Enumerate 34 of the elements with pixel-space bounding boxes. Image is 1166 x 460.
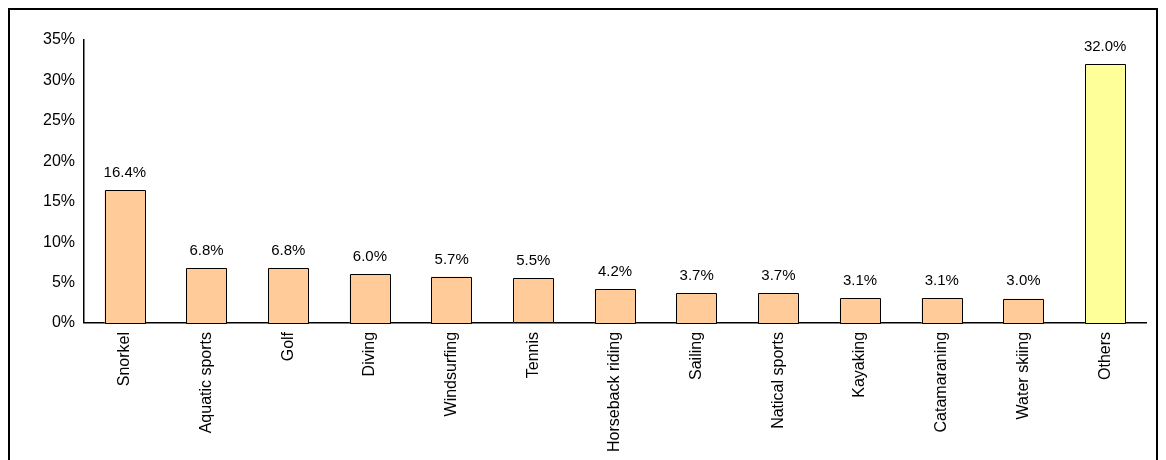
data-label: 3.7% [679, 265, 714, 283]
data-label: 5.5% [516, 251, 551, 269]
y-tick-label: 5% [51, 272, 76, 290]
x-tick-label: Sailing [687, 331, 705, 380]
y-tick-label: 10% [42, 232, 76, 250]
data-label: 6.0% [352, 247, 388, 265]
data-label: 16.4% [103, 163, 147, 181]
x-tick-label: Aquatic sports [196, 331, 214, 434]
x-tick-label: Snorkel [115, 331, 133, 387]
x-tick-label: Catamaraning [932, 331, 950, 433]
data-label: 3.1% [842, 270, 878, 288]
x-tick-label: Kayaking [850, 331, 868, 398]
x-tick-label: Diving [360, 331, 378, 377]
data-label: 3.7% [761, 265, 796, 283]
x-tick-label: Tennis [523, 331, 541, 379]
data-label: 4.2% [597, 261, 633, 279]
y-tick-label: 0% [51, 313, 76, 331]
x-tick-label: Golf [278, 331, 296, 362]
y-tick-label: 30% [42, 70, 76, 88]
data-label: 6.8% [271, 240, 306, 258]
x-tick-label: Water skiing [1013, 331, 1031, 420]
x-tick-label: Natical sports [768, 331, 786, 429]
y-tick-label: 15% [42, 192, 76, 210]
x-tick-label: Horseback riding [605, 331, 623, 453]
y-tick-label: 20% [42, 151, 76, 169]
data-label: 5.7% [434, 249, 469, 267]
data-label: 6.8% [189, 240, 224, 258]
y-tick-label: 35% [42, 30, 76, 48]
data-label: 32.0% [1083, 36, 1127, 54]
x-tick-label: Windsurfing [442, 331, 460, 417]
data-label: 3.0% [1006, 271, 1041, 289]
y-tick-label: 25% [42, 111, 76, 129]
x-tick-label: Others [1095, 331, 1113, 380]
data-label: 3.1% [924, 270, 959, 288]
